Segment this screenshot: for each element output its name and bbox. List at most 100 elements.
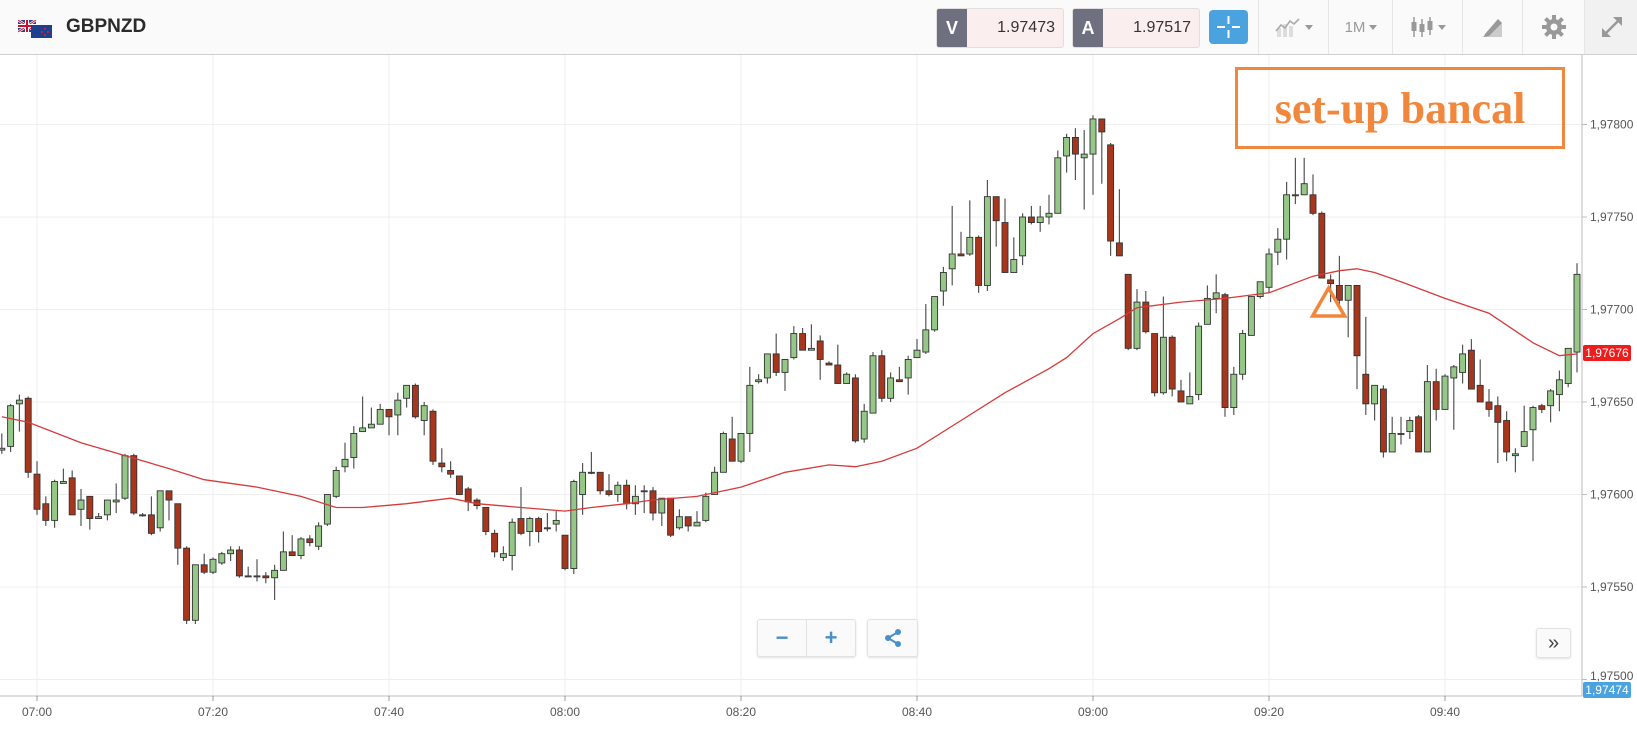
candle-up[interactable]: [103, 499, 111, 521]
candle-up[interactable]: [640, 485, 648, 513]
candle-down[interactable]: [1071, 128, 1079, 180]
candle-up[interactable]: [403, 384, 411, 408]
drawing-tools-button[interactable]: [1462, 0, 1523, 54]
candle-down[interactable]: [1335, 255, 1343, 310]
candle-up[interactable]: [693, 511, 701, 527]
candle-up[interactable]: [755, 374, 763, 384]
candle-down[interactable]: [605, 474, 613, 497]
zoom-in-button[interactable]: +: [824, 625, 838, 650]
candle-up[interactable]: [1283, 181, 1291, 260]
candle-down[interactable]: [1467, 339, 1475, 390]
candle-up[interactable]: [904, 355, 912, 395]
candle-down[interactable]: [1538, 403, 1546, 414]
candle-up[interactable]: [587, 451, 595, 475]
candle-down[interactable]: [24, 396, 32, 478]
candle-up[interactable]: [552, 511, 560, 532]
candle-down[interactable]: [1001, 198, 1009, 273]
chart-type-button[interactable]: [1258, 0, 1329, 54]
candle-up[interactable]: [1371, 384, 1379, 421]
candle-up[interactable]: [1555, 370, 1563, 412]
candle-up[interactable]: [1159, 296, 1167, 395]
candle-down[interactable]: [623, 479, 631, 510]
candle-down[interactable]: [728, 416, 736, 462]
candle-up[interactable]: [1397, 416, 1405, 445]
candle-up[interactable]: [332, 466, 340, 499]
candle-up[interactable]: [323, 494, 331, 526]
timeframe-dropdown[interactable]: 1M: [1328, 0, 1393, 54]
candle-up[interactable]: [526, 516, 534, 547]
share-button[interactable]: [867, 619, 918, 657]
candle-down[interactable]: [517, 487, 525, 536]
candle-down[interactable]: [1379, 385, 1387, 458]
candle-down[interactable]: [561, 534, 569, 571]
candle-up[interactable]: [1089, 115, 1097, 195]
candle-up[interactable]: [1529, 405, 1537, 462]
candle-down[interactable]: [455, 475, 463, 495]
candle-up[interactable]: [209, 557, 217, 575]
candle-down[interactable]: [411, 383, 419, 419]
candle-up[interactable]: [367, 407, 375, 429]
fullscreen-button[interactable]: [1584, 0, 1637, 54]
candle-down[interactable]: [68, 470, 76, 516]
candle-up[interactable]: [763, 353, 771, 384]
candle-down[interactable]: [447, 461, 455, 478]
candle-up[interactable]: [359, 396, 367, 433]
candle-up[interactable]: [1010, 237, 1018, 273]
candle-up[interactable]: [1406, 416, 1414, 439]
candle-up[interactable]: [1036, 205, 1044, 232]
candle-up[interactable]: [790, 326, 798, 360]
candle-up[interactable]: [702, 492, 710, 523]
candle-up[interactable]: [807, 324, 815, 351]
candle-up[interactable]: [860, 403, 868, 443]
candle-down[interactable]: [1168, 335, 1176, 397]
candle-down[interactable]: [1027, 205, 1035, 225]
candle-up[interactable]: [77, 488, 85, 526]
candle-down[interactable]: [1485, 389, 1493, 417]
candle-down[interactable]: [1142, 291, 1150, 334]
candle-up[interactable]: [350, 426, 358, 469]
candle-up[interactable]: [931, 296, 939, 332]
candle-up[interactable]: [1520, 405, 1528, 447]
candle-up[interactable]: [1186, 372, 1194, 405]
candle-down[interactable]: [385, 408, 393, 436]
candle-up[interactable]: [112, 483, 120, 513]
candle-up[interactable]: [614, 481, 622, 502]
candle-down[interactable]: [147, 496, 155, 536]
candle-up[interactable]: [922, 303, 930, 354]
candle-up[interactable]: [51, 479, 59, 528]
candle-up[interactable]: [1344, 285, 1352, 338]
candle-down[interactable]: [1177, 379, 1185, 403]
candle-up[interactable]: [1274, 228, 1282, 266]
candle-down[interactable]: [183, 546, 191, 624]
candle-down[interactable]: [130, 453, 138, 515]
candle-up[interactable]: [966, 200, 974, 256]
candlestick-button[interactable]: [1392, 0, 1463, 54]
candle-up[interactable]: [420, 402, 428, 436]
candle-down[interactable]: [1098, 118, 1106, 184]
candle-down[interactable]: [429, 409, 437, 465]
candle-down[interactable]: [851, 374, 859, 443]
candle-up[interactable]: [711, 466, 719, 495]
candle-up[interactable]: [0, 433, 6, 454]
candle-down[interactable]: [1151, 333, 1159, 397]
candle-down[interactable]: [491, 529, 499, 558]
candle-up[interactable]: [218, 551, 226, 565]
candle-up[interactable]: [499, 546, 507, 562]
candle-up[interactable]: [1265, 248, 1273, 293]
candle-down[interactable]: [667, 497, 675, 538]
candle-up[interactable]: [570, 479, 578, 575]
candle-up[interactable]: [913, 339, 921, 359]
candle-up[interactable]: [1300, 157, 1308, 196]
candle-up[interactable]: [781, 359, 789, 391]
candle-down[interactable]: [975, 235, 983, 293]
candle-down[interactable]: [596, 471, 604, 495]
candle-up[interactable]: [675, 509, 683, 530]
sell-price-button[interactable]: V 1.97473: [936, 8, 1064, 48]
candle-up[interactable]: [191, 564, 199, 624]
candle-up[interactable]: [341, 442, 349, 473]
candle-up[interactable]: [394, 392, 402, 436]
crosshair-button[interactable]: [1209, 10, 1248, 44]
candle-up[interactable]: [1019, 213, 1027, 266]
candle-up[interactable]: [1239, 329, 1247, 380]
scroll-to-latest-button[interactable]: »: [1536, 628, 1571, 658]
